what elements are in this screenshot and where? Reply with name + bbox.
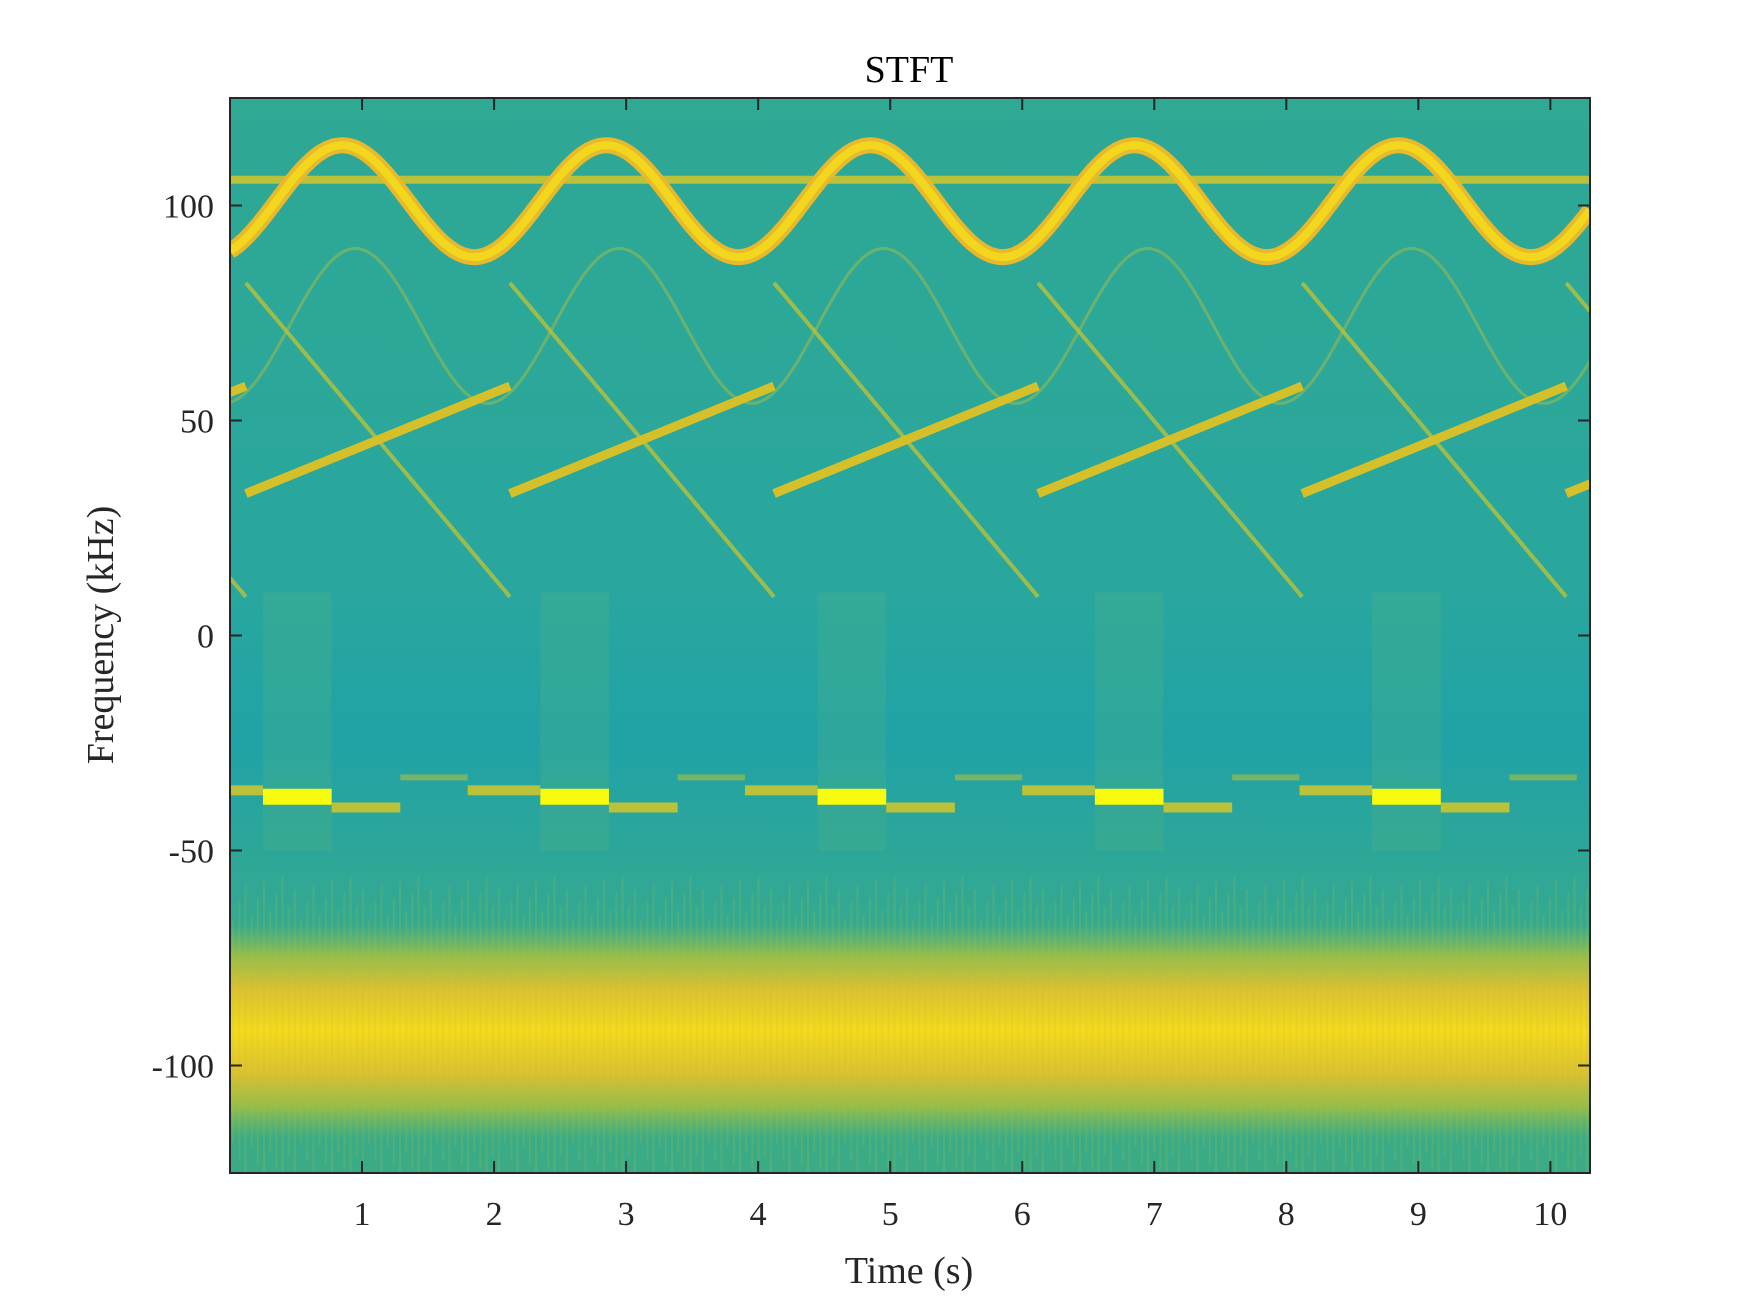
up-chirp <box>1300 381 1568 498</box>
burst-region <box>817 592 887 851</box>
y-axis: 100 50 0 -50 -100 <box>152 189 1590 1086</box>
burst-tone <box>1094 788 1164 805</box>
faint-sinusoid <box>508 247 776 405</box>
stepped-tone-segment <box>1440 802 1510 813</box>
faint-sinusoid <box>230 391 247 404</box>
faint-sinusoid <box>244 247 511 405</box>
stepped-tone-segment <box>331 802 401 813</box>
down-chirp <box>1564 281 1590 315</box>
x-axis-label: Time (s) <box>845 1250 973 1292</box>
burst-region <box>1094 592 1164 851</box>
x-tick-label: 4 <box>750 1196 767 1233</box>
chart-title: STFT <box>865 49 954 91</box>
burst-tone <box>263 788 332 805</box>
y-axis-label: Frequency (kHz) <box>80 506 122 765</box>
faint-sinusoid <box>772 247 1040 405</box>
stepped-tone-segment <box>1163 802 1233 813</box>
y-tick-label: -100 <box>152 1049 214 1086</box>
plot-area <box>230 98 1590 1173</box>
up-chirp <box>244 381 512 498</box>
x-tick-label: 1 <box>354 1196 371 1233</box>
faint-sinusoid <box>1301 247 1568 405</box>
burst-tone <box>1372 788 1441 805</box>
x-tick-label: 3 <box>618 1196 635 1233</box>
burst-tone <box>540 788 609 805</box>
sinusoidal-fm <box>230 141 1590 262</box>
burst-region <box>1372 592 1441 851</box>
up-chirp <box>508 381 776 498</box>
burst-tone <box>817 788 887 805</box>
up-chirp <box>772 381 1040 498</box>
stepped-tone-segment <box>1509 774 1577 781</box>
x-tick-label: 9 <box>1410 1196 1427 1233</box>
faint-sinusoid <box>1565 358 1590 394</box>
stepped-tone-segment <box>400 774 468 781</box>
y-tick-label: 0 <box>197 619 214 656</box>
stepped-tone-segment <box>230 785 264 796</box>
x-tick-label: 5 <box>882 1196 899 1233</box>
stepped-tone-segment <box>1299 785 1373 796</box>
x-tick-label: 10 <box>1533 1196 1567 1233</box>
burst-region <box>540 592 609 851</box>
x-axis: 1 2 3 4 5 6 7 8 9 10 <box>354 98 1567 1233</box>
y-tick-label: 100 <box>163 189 214 226</box>
x-tick-label: 8 <box>1278 1196 1295 1233</box>
x-tick-label: 7 <box>1146 1196 1163 1233</box>
stepped-tone-segment <box>954 774 1023 781</box>
up-chirp <box>1036 381 1304 498</box>
stepped-tone-segment <box>677 774 745 781</box>
stepped-tone-segment <box>467 785 541 796</box>
stepped-tone-segment <box>1232 774 1300 781</box>
stepped-tone-segment <box>886 802 955 813</box>
faint-sinusoid <box>1037 247 1304 405</box>
stepped-tone-segment <box>608 802 678 813</box>
burst-region <box>263 592 332 851</box>
stepped-tone-segment <box>1022 785 1095 796</box>
x-tick-label: 6 <box>1014 1196 1031 1233</box>
up-chirp <box>1564 479 1590 498</box>
x-tick-label: 2 <box>486 1196 503 1233</box>
stepped-tone-segment <box>744 785 818 796</box>
y-tick-label: 50 <box>180 404 214 441</box>
y-tick-label: -50 <box>169 834 214 871</box>
noise-band <box>230 923 1590 1139</box>
